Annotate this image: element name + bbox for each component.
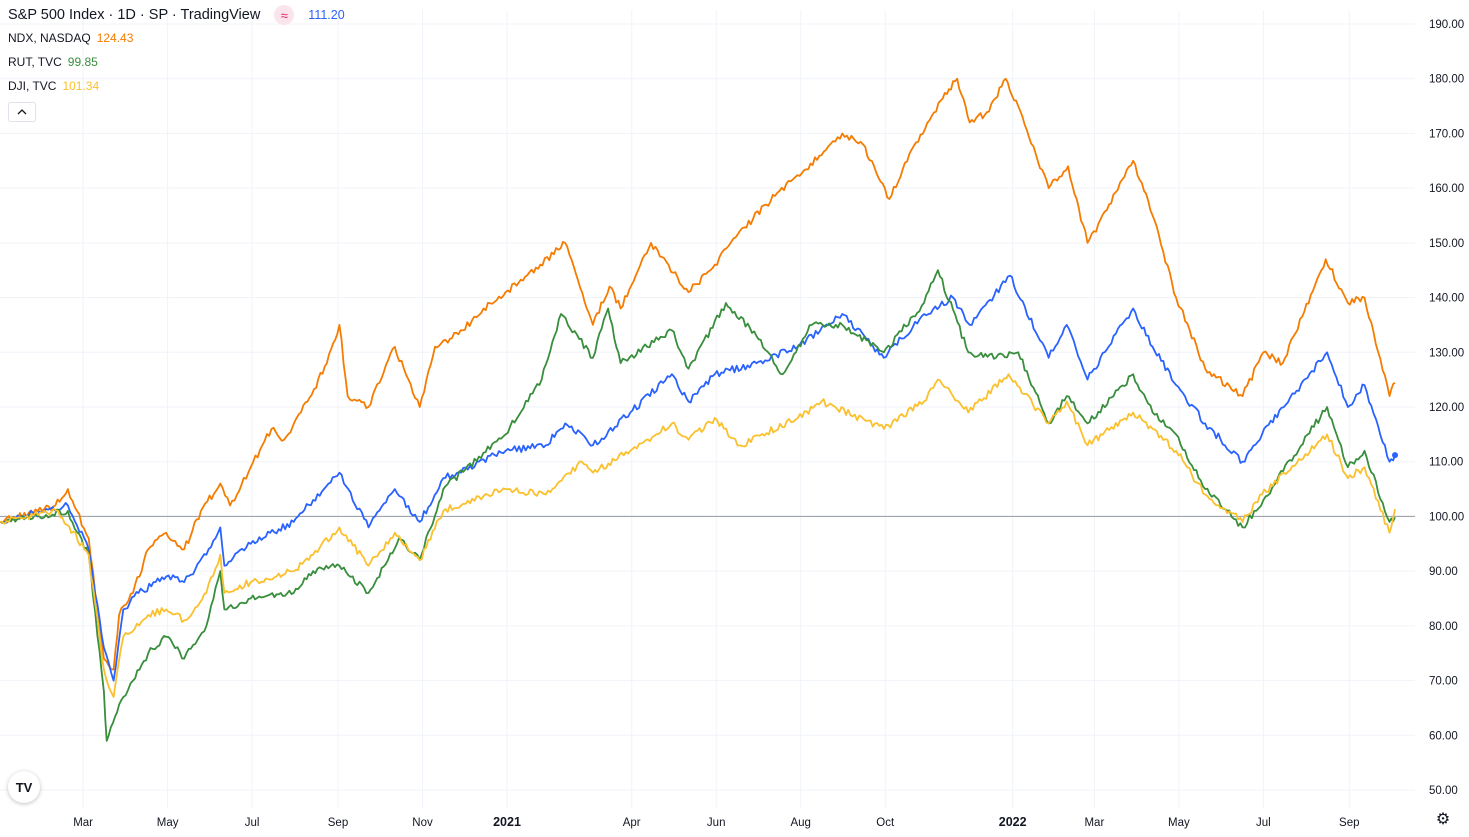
legend-symbol: RUT, TVC <box>8 55 62 69</box>
y-tick-label: 90.00 <box>1429 566 1458 578</box>
series-last-point <box>1392 452 1398 459</box>
y-tick-label: 70.00 <box>1429 676 1458 688</box>
legend: S&P 500 Index · 1D · SP · TradingView ≈ … <box>8 4 345 122</box>
y-tick-label: 100.00 <box>1429 511 1464 523</box>
legend-symbol: DJI, TVC <box>8 79 57 93</box>
x-tick-label: Sep <box>1339 817 1359 829</box>
y-tick-label: 50.00 <box>1429 785 1458 797</box>
x-tick-label: Sep <box>328 817 348 829</box>
chart-grid <box>0 10 1415 808</box>
chart-settings-button[interactable]: ⚙ <box>1434 810 1452 828</box>
y-tick-label: 150.00 <box>1429 238 1464 250</box>
x-tick-label: May <box>157 817 179 829</box>
series-line[interactable] <box>0 269 1396 742</box>
legend-main-row[interactable]: S&P 500 Index · 1D · SP · TradingView ≈ … <box>8 4 345 26</box>
legend-row-rut[interactable]: RUT, TVC 99.85 <box>8 50 345 74</box>
legend-value: 99.85 <box>67 55 98 69</box>
x-tick-label: Mar <box>73 817 93 829</box>
y-axis[interactable]: 190.00 180.00 170.00 160.00 150.00 140.00 130.… <box>1429 19 1464 797</box>
tradingview-logo[interactable]: TV <box>8 771 40 803</box>
x-tick-label: Jun <box>707 817 726 829</box>
x-tick-label: Jul <box>245 817 260 829</box>
y-tick-label: 170.00 <box>1429 128 1464 140</box>
collapse-legend-button[interactable] <box>8 102 36 122</box>
x-axis[interactable]: Mar May Jul Sep Nov 2021 Apr Jun Aug Oct 2022 Mar Ma… <box>73 815 1359 829</box>
chevron-up-icon <box>17 107 27 118</box>
chart-title: S&P 500 Index · 1D · SP · TradingView <box>8 7 260 23</box>
x-tick-label: Nov <box>412 817 433 829</box>
gear-icon: ⚙ <box>1435 811 1451 828</box>
y-tick-label: 140.00 <box>1429 293 1464 305</box>
logo-text: TV <box>15 779 33 795</box>
x-tick-label: Apr <box>623 817 641 829</box>
x-tick-label: 2022 <box>999 815 1027 829</box>
y-tick-label: 80.00 <box>1429 621 1458 633</box>
x-tick-label: May <box>1168 817 1190 829</box>
y-tick-label: 190.00 <box>1429 19 1464 31</box>
series-line[interactable] <box>0 274 1396 682</box>
series-line[interactable] <box>0 77 1396 671</box>
x-tick-label: Aug <box>790 817 810 829</box>
compare-badge-icon[interactable]: ≈ <box>274 5 295 25</box>
y-tick-label: 120.00 <box>1429 402 1464 414</box>
y-tick-label: 110.00 <box>1429 457 1463 469</box>
x-tick-label: Mar <box>1084 817 1104 829</box>
legend-symbol: NDX, NASDAQ <box>8 31 91 45</box>
main-series-value: 111.20 <box>308 8 345 22</box>
legend-value: 101.34 <box>62 79 100 93</box>
legend-value: 124.43 <box>96 31 134 45</box>
legend-row-ndx[interactable]: NDX, NASDAQ 124.43 <box>8 26 345 50</box>
y-tick-label: 130.00 <box>1429 347 1464 359</box>
x-tick-label: Jul <box>1256 817 1271 829</box>
legend-row-dji[interactable]: DJI, TVC 101.34 <box>8 74 345 98</box>
y-tick-label: 60.00 <box>1429 730 1458 742</box>
series-line[interactable] <box>0 373 1396 698</box>
x-tick-label: 2021 <box>493 815 521 829</box>
x-tick-label: Oct <box>876 817 895 829</box>
y-tick-label: 180.00 <box>1429 74 1464 86</box>
y-tick-label: 160.00 <box>1429 183 1464 195</box>
series-layer <box>0 77 1398 742</box>
provider-name: · TradingView <box>171 7 261 23</box>
symbol-title: S&P 500 Index · 1D · SP <box>8 7 168 23</box>
